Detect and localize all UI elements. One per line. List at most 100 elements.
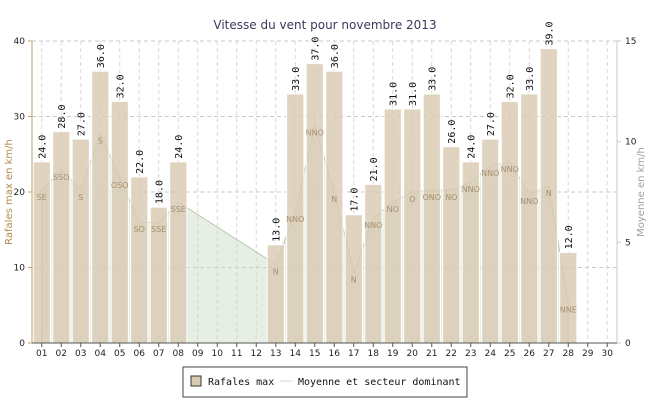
x-tick-label: 30: [602, 349, 614, 359]
x-tick-label: 12: [251, 349, 262, 359]
gust-bar: [520, 93, 539, 344]
direction-label: SO: [134, 225, 145, 234]
direction-label: NNO: [501, 165, 519, 174]
legend-label-gusts: Rafales max: [208, 377, 274, 388]
gust-bar: [383, 108, 402, 344]
legend-swatch-gusts: [190, 375, 202, 387]
bar-value-labels: 24.0 28.0 27.0 36.0 32.0 22.0 18.0 24.0 13.0 33.0…: [38, 21, 576, 249]
x-tick-label: 11: [231, 349, 242, 359]
y-left-tick-label: 30: [14, 113, 26, 123]
x-tick-label: 10: [212, 349, 224, 359]
x-tick-label: 28: [563, 349, 575, 359]
bar-value-label: 12.0: [564, 225, 575, 249]
x-tick-label: 06: [134, 349, 146, 359]
x-tick-label: 20: [407, 349, 419, 359]
x-tick-label: 04: [95, 349, 107, 359]
direction-label: NNO: [306, 129, 324, 138]
bar-value-label: 27.0: [486, 112, 497, 136]
bar-value-label: 28.0: [57, 105, 68, 129]
y-right-tick-label: 10: [625, 138, 637, 148]
legend-label-average: Moyenne et secteur dominant: [298, 377, 461, 388]
y-left-tick-label: 40: [14, 37, 26, 47]
legend-box: [182, 366, 468, 398]
direction-label: SSE: [171, 205, 186, 214]
gust-bar: [71, 138, 90, 344]
bar-value-label: 24.0: [467, 135, 478, 159]
bar-value-label: 32.0: [506, 74, 517, 98]
bar-value-label: 39.0: [545, 21, 556, 45]
x-tick-label: 05: [114, 349, 125, 359]
direction-label: OSO: [111, 181, 129, 190]
x-tick-label: 13: [270, 349, 281, 359]
bar-value-label: 24.0: [174, 135, 185, 159]
direction-label: NNE: [560, 306, 577, 315]
gust-bar: [130, 176, 149, 344]
x-tick-label: 07: [153, 349, 164, 359]
x-tick-label: 09: [192, 349, 204, 359]
direction-label: N: [351, 276, 357, 285]
gust-bar: [422, 93, 441, 344]
gust-bar: [403, 108, 422, 344]
bar-value-label: 31.0: [389, 82, 400, 106]
direction-label: NNO: [286, 215, 304, 224]
direction-label: S: [98, 137, 103, 146]
gust-bar: [364, 183, 383, 344]
bar-value-label: 17.0: [350, 188, 361, 212]
x-tick-label: 19: [387, 349, 399, 359]
x-tick-label: 27: [543, 349, 554, 359]
direction-label: SSO: [53, 173, 69, 182]
plot-area: [32, 41, 617, 343]
x-tick-label: 14: [290, 349, 302, 359]
y-right-tick-label: 5: [625, 238, 631, 248]
gust-bar: [169, 161, 188, 344]
x-tick-label: 25: [504, 349, 515, 359]
bar-value-label: 33.0: [428, 67, 439, 91]
gust-bar: [305, 63, 324, 344]
legend: Rafales max Moyenne et secteur dominant: [182, 366, 468, 398]
bar-value-label: 36.0: [96, 44, 107, 68]
direction-label: NO: [445, 193, 457, 202]
bar-value-label: 18.0: [155, 180, 166, 204]
direction-label: SE: [37, 193, 47, 202]
bar-value-label: 33.0: [525, 67, 536, 91]
bar-value-label: 33.0: [291, 67, 302, 91]
bar-value-label: 31.0: [408, 82, 419, 106]
direction-label: NNO: [364, 221, 382, 230]
direction-label: NNO: [481, 169, 499, 178]
y-axis-left-label: Rafales max en km/h: [4, 139, 15, 245]
gust-bar: [266, 244, 285, 344]
gust-bar: [325, 70, 344, 344]
chart-title: Vitesse du vent pour novembre 2013: [213, 18, 436, 32]
bar-value-label: 36.0: [330, 44, 341, 68]
x-tick-label: 23: [465, 349, 476, 359]
y-left-tick-label: 10: [14, 264, 26, 274]
x-tick-label: 02: [56, 349, 67, 359]
y-left-tick-label: 20: [14, 188, 26, 198]
x-tick-label: 15: [309, 349, 320, 359]
direction-label: S: [78, 193, 83, 202]
bar-series: [32, 48, 578, 344]
y-right-tick-label: 15: [625, 37, 636, 47]
gust-bar: [442, 146, 461, 344]
gust-bar: [559, 251, 578, 344]
gust-bar: [52, 131, 71, 344]
direction-label: NNO: [520, 197, 538, 206]
axes: [28, 40, 621, 347]
bar-value-label: 13.0: [272, 218, 283, 242]
bar-value-label: 26.0: [447, 120, 458, 144]
y-right-tick-label: 0: [625, 339, 631, 349]
x-tick-label: 22: [446, 349, 457, 359]
x-tick-label: 03: [75, 349, 86, 359]
direction-label: NNO: [462, 185, 480, 194]
x-tick-label: 24: [485, 349, 497, 359]
direction-label: NO: [387, 205, 399, 214]
y-left-tick-label: 0: [19, 339, 25, 349]
x-tick-label: 29: [582, 349, 594, 359]
gust-bar: [500, 100, 519, 344]
bar-value-label: 22.0: [135, 150, 146, 174]
x-tick-label: 16: [329, 349, 341, 359]
y-axis-right-label: Moyenne en km/h: [636, 147, 647, 237]
